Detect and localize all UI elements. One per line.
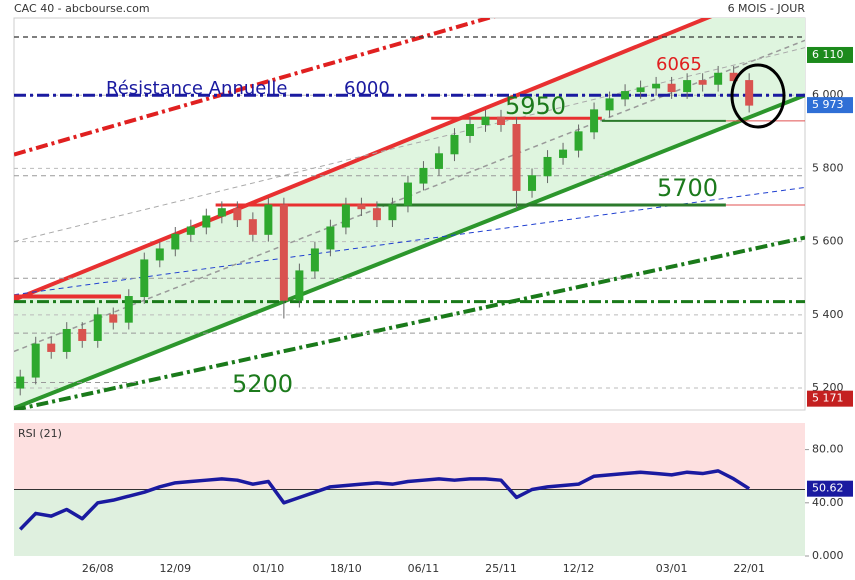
x-tick-label: 03/01 <box>656 562 688 575</box>
candle-body <box>636 87 645 93</box>
rsi-line <box>18 469 751 531</box>
trend-line <box>14 18 713 302</box>
x-tick-label: 12/12 <box>563 562 595 575</box>
candle-body <box>217 208 226 217</box>
price-badge-label: 5 973 <box>812 98 844 111</box>
candle-body <box>434 153 443 169</box>
candle-body <box>78 328 87 341</box>
annotation: 5200 <box>232 370 293 398</box>
annotation: 6065 <box>656 54 702 75</box>
candle-body <box>16 376 25 389</box>
candle-body <box>543 156 552 177</box>
candle-body <box>62 328 71 352</box>
candle-body <box>497 116 506 126</box>
candle-body <box>124 296 133 323</box>
candle-body <box>652 83 661 89</box>
candle-body <box>512 124 521 191</box>
candle-body <box>698 80 707 85</box>
x-tick-label: 01/10 <box>253 562 285 575</box>
candle-body <box>683 80 692 93</box>
candle-body <box>559 149 568 158</box>
rsi-title: RSI (21) <box>18 427 62 440</box>
candle-body <box>605 98 614 111</box>
value-badge <box>807 480 853 497</box>
y-tick-label: 5 400 <box>812 308 844 321</box>
trend-line <box>14 47 805 243</box>
candle-body <box>341 204 350 228</box>
annotation: Résistance Annuelle <box>106 78 287 99</box>
candle-body <box>372 208 381 221</box>
y-tick-label: 80.00 <box>812 443 844 456</box>
trend-line <box>14 186 805 296</box>
candle-body <box>667 83 676 93</box>
rsi-lower-zone <box>14 489 805 556</box>
candle-body <box>295 270 304 301</box>
candle-body <box>47 343 56 352</box>
candle-body <box>326 226 335 250</box>
candle-body <box>481 116 490 126</box>
candle-body <box>450 134 459 155</box>
x-tick-label: 25/11 <box>485 562 517 575</box>
value-badge-label: 50.62 <box>812 482 844 495</box>
candle-body <box>388 204 397 221</box>
x-tick-label: 06/11 <box>408 562 440 575</box>
y-tick-label: 5 600 <box>812 235 844 248</box>
annotation: 6000 <box>344 78 390 99</box>
y-tick-label: 0.000 <box>812 549 844 562</box>
candle-body <box>310 248 319 272</box>
candle-body <box>279 204 288 301</box>
candle-body <box>528 175 537 191</box>
candle-body <box>574 131 583 151</box>
candle-body <box>403 182 412 206</box>
candle-body <box>465 124 474 136</box>
y-tick-label: 5 800 <box>812 161 844 174</box>
highlight-circle <box>730 63 786 129</box>
x-tick-label: 18/10 <box>330 562 362 575</box>
price-plot <box>14 18 805 410</box>
candle-body <box>419 167 428 184</box>
rsi-upper-zone <box>14 423 805 490</box>
candle-body <box>186 226 195 235</box>
price-badge <box>807 390 853 407</box>
price-badge <box>807 97 853 114</box>
candle-body <box>109 314 118 323</box>
candle-body <box>93 314 102 341</box>
x-tick-label: 22/01 <box>733 562 765 575</box>
channel-fill <box>14 18 805 409</box>
candle-body <box>31 343 40 378</box>
candle-body <box>357 204 366 210</box>
candle-body <box>714 72 723 85</box>
candle-body <box>248 219 257 235</box>
candle-body <box>745 80 754 106</box>
y-tick-label: 40.00 <box>812 496 844 509</box>
chart-title: CAC 40 - abcbourse.com <box>14 2 150 15</box>
candle-body <box>155 248 164 261</box>
price-badge-label: 6 110 <box>812 48 844 61</box>
candle-body <box>202 215 211 228</box>
candle-body <box>590 109 599 133</box>
x-tick-label: 26/08 <box>82 562 114 575</box>
candle-body <box>621 91 630 100</box>
annotation: 5950 <box>505 92 566 120</box>
trend-line <box>14 93 805 410</box>
price-badge <box>807 46 853 63</box>
x-tick-label: 12/09 <box>159 562 191 575</box>
candle-body <box>264 204 273 235</box>
rsi-plot: 0.000 40.00 80.00 50.62 <box>14 423 853 562</box>
trend-line <box>14 235 805 410</box>
candle-body <box>233 208 242 221</box>
candle-body <box>171 233 180 250</box>
chart-subtitle: 6 MOIS - JOUR <box>728 2 806 15</box>
annotation: 5700 <box>657 174 718 202</box>
price-badge-label: 5 171 <box>812 392 844 405</box>
candle-body <box>140 259 149 298</box>
